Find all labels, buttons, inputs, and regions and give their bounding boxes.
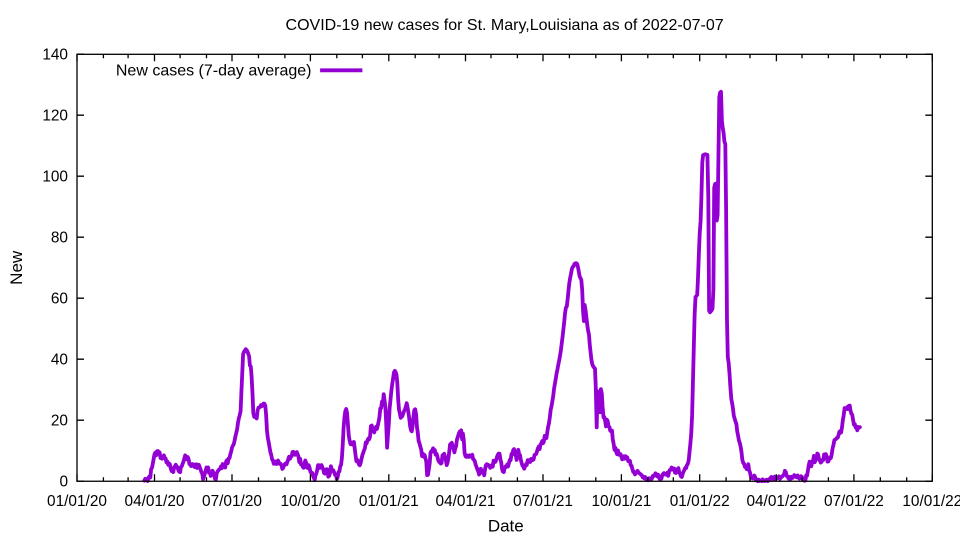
svg-text:New: New	[7, 250, 26, 285]
svg-text:40: 40	[51, 351, 68, 368]
svg-text:New cases (7-day average): New cases (7-day average)	[116, 63, 312, 80]
svg-text:80: 80	[51, 229, 68, 246]
svg-text:Date: Date	[488, 517, 524, 536]
svg-text:01/01/22: 01/01/22	[670, 493, 730, 510]
svg-text:0: 0	[59, 473, 68, 490]
svg-text:04/01/22: 04/01/22	[746, 493, 806, 510]
svg-text:10/01/22: 10/01/22	[902, 493, 960, 510]
svg-text:60: 60	[51, 290, 68, 307]
svg-text:04/01/21: 04/01/21	[436, 493, 496, 510]
svg-text:07/01/22: 07/01/22	[824, 493, 884, 510]
svg-text:01/01/21: 01/01/21	[359, 493, 419, 510]
svg-text:04/01/20: 04/01/20	[125, 493, 185, 510]
svg-text:01/01/20: 01/01/20	[47, 493, 107, 510]
svg-text:20: 20	[51, 412, 68, 429]
svg-text:10/01/20: 10/01/20	[280, 493, 340, 510]
svg-text:COVID-19 new cases for St. Mar: COVID-19 new cases for St. Mary,Louisian…	[286, 17, 724, 34]
svg-text:10/01/21: 10/01/21	[591, 493, 651, 510]
svg-text:120: 120	[42, 108, 68, 125]
svg-text:100: 100	[42, 168, 68, 185]
svg-text:07/01/21: 07/01/21	[513, 493, 573, 510]
svg-text:140: 140	[42, 47, 68, 64]
svg-text:07/01/20: 07/01/20	[202, 493, 262, 510]
